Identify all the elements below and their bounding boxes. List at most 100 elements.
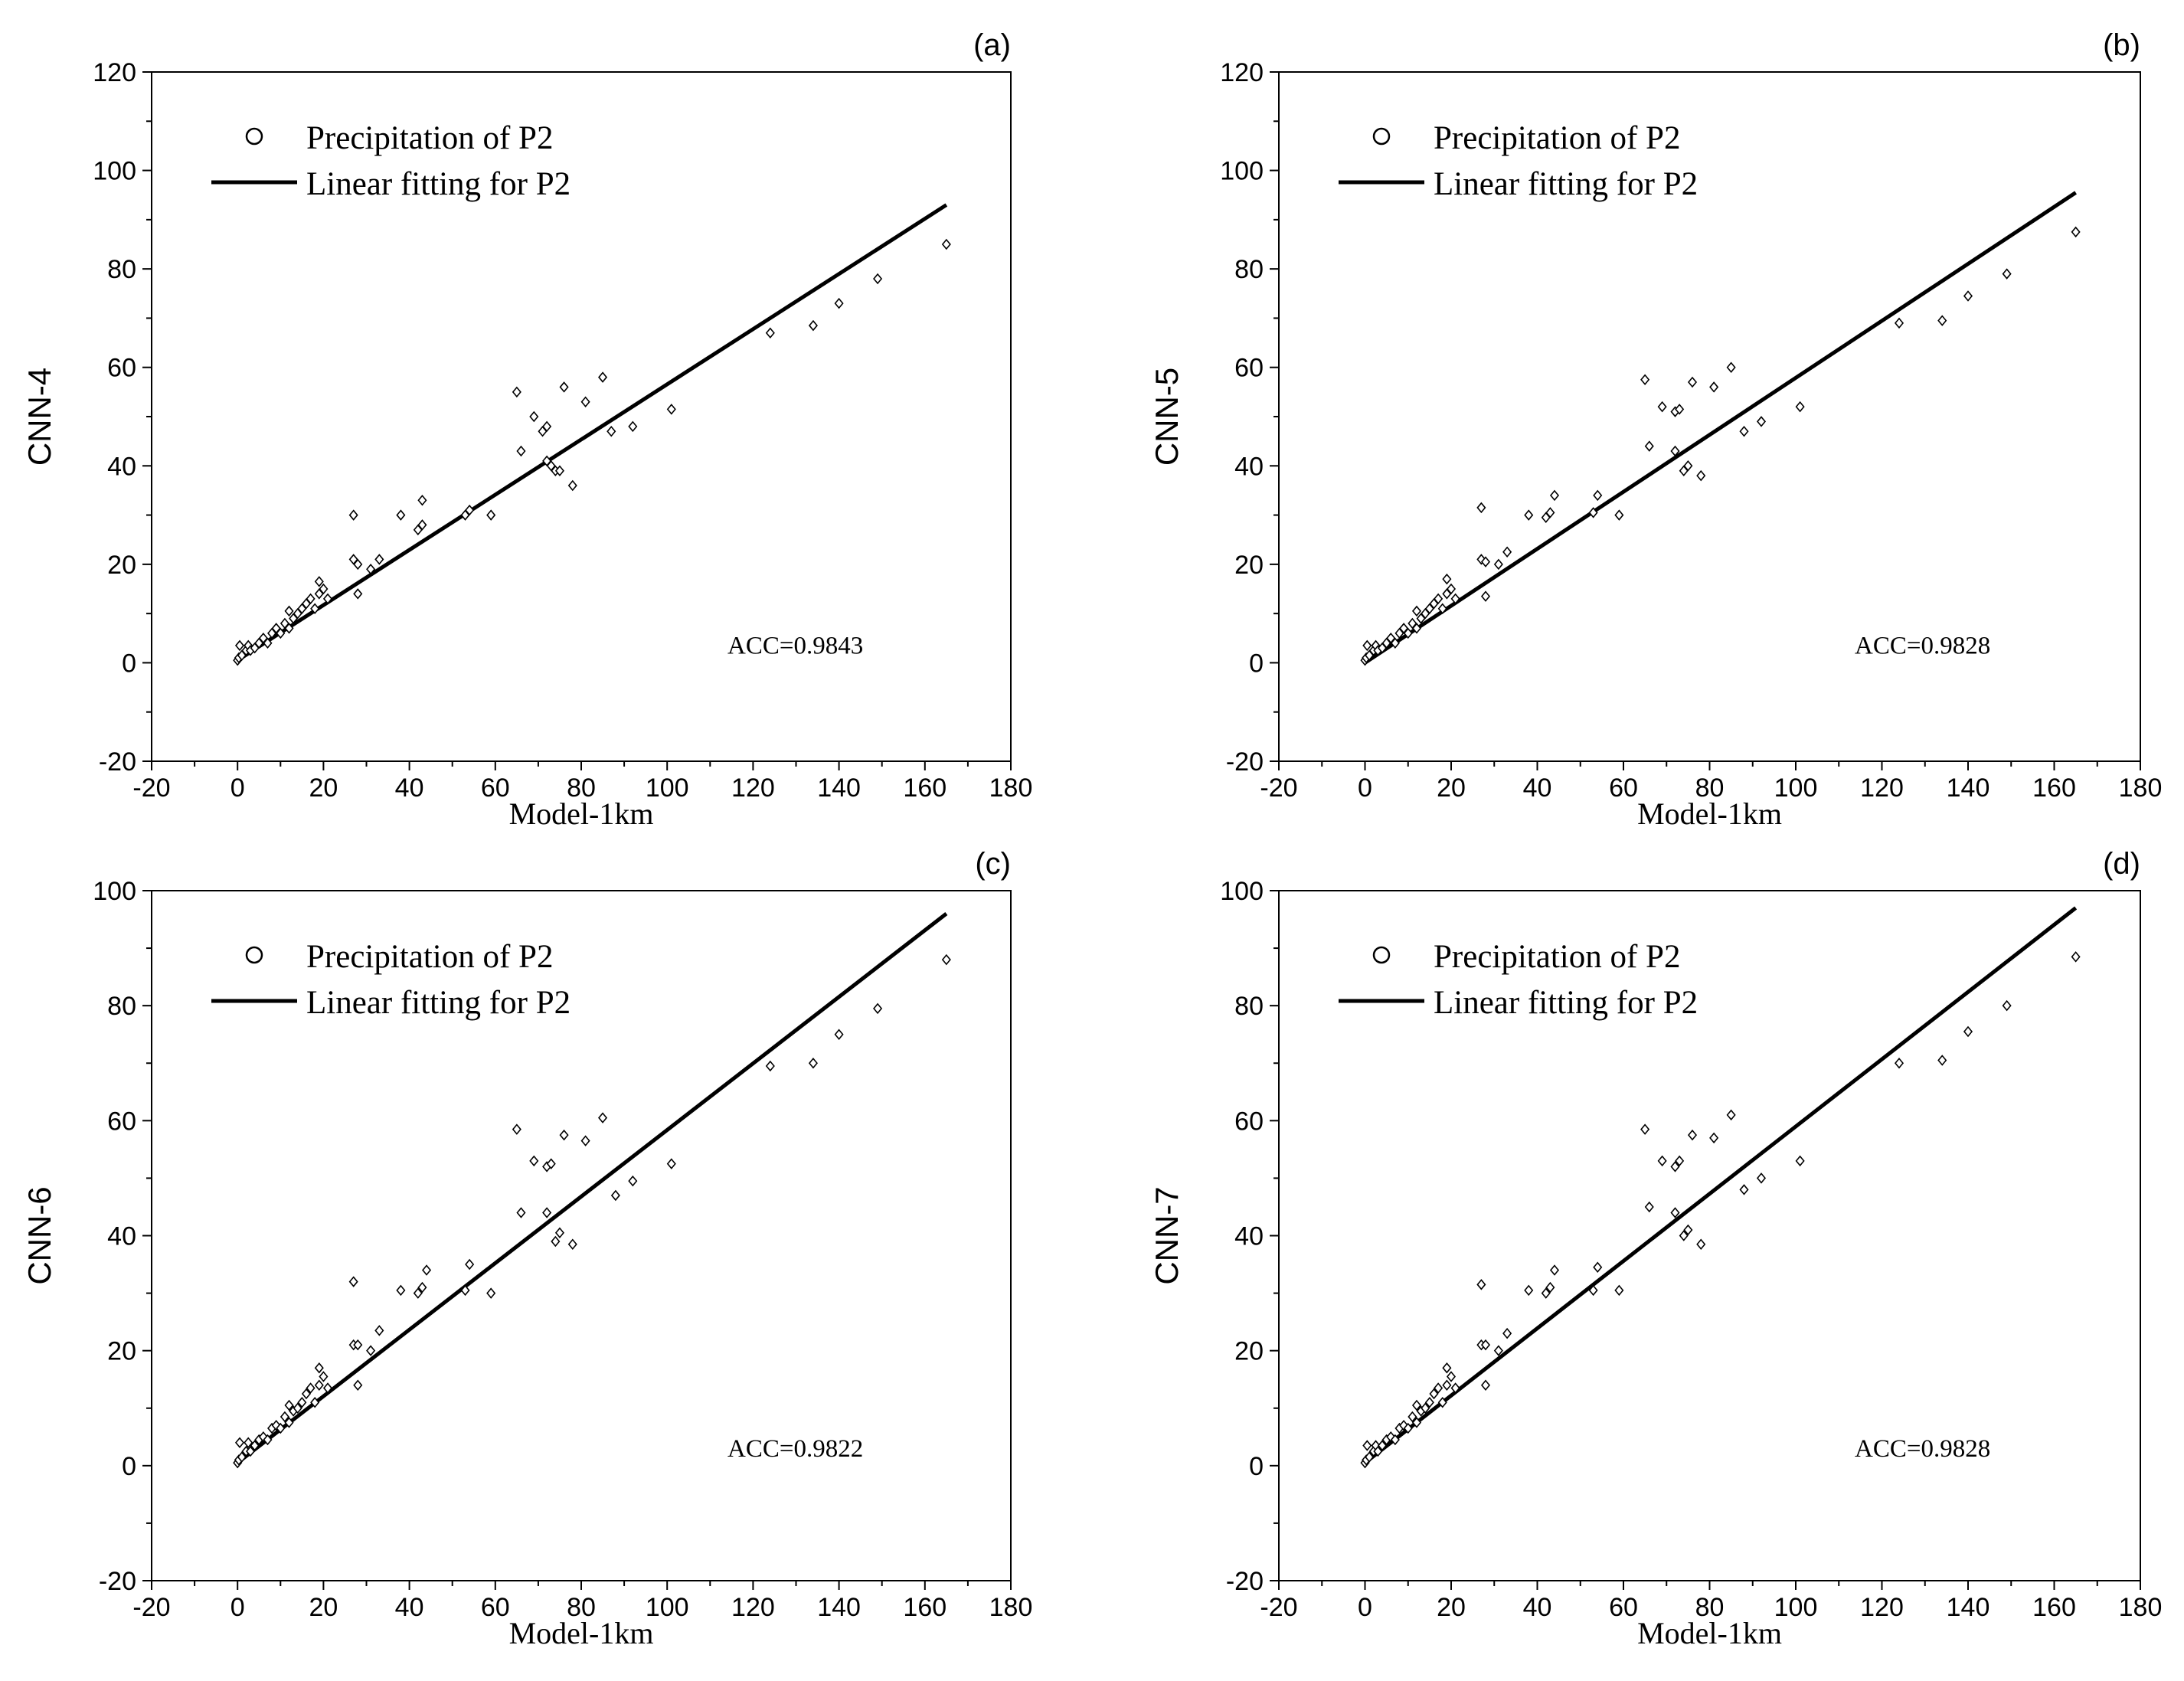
data-point bbox=[421, 1264, 432, 1276]
x-tick-label: -20 bbox=[1260, 773, 1297, 803]
data-point bbox=[1683, 460, 1693, 472]
x-tick-label: 40 bbox=[1523, 1593, 1552, 1622]
data-point bbox=[567, 479, 577, 492]
x-tick-label: 120 bbox=[731, 1593, 775, 1622]
data-point bbox=[1545, 507, 1555, 518]
data-point bbox=[366, 1345, 376, 1356]
data-point bbox=[554, 1227, 564, 1238]
y-tick-label: 60 bbox=[107, 354, 136, 383]
legend-label-line: Linear fitting for P2 bbox=[306, 985, 571, 1021]
x-tick-label: 80 bbox=[1695, 1593, 1725, 1622]
data-point bbox=[1644, 1201, 1654, 1213]
x-axis-title: Model-1km bbox=[1637, 796, 1782, 831]
x-tick-label: 120 bbox=[731, 773, 775, 803]
y-tick-label: 0 bbox=[1249, 1452, 1264, 1481]
data-point bbox=[1493, 1345, 1503, 1356]
data-point bbox=[1480, 1339, 1491, 1351]
data-point bbox=[1683, 1224, 1693, 1236]
data-point bbox=[417, 519, 427, 531]
y-tick-label: 60 bbox=[1234, 1107, 1264, 1136]
data-point bbox=[1450, 593, 1460, 605]
x-tick-label: 20 bbox=[1437, 773, 1466, 803]
data-point bbox=[529, 1155, 539, 1167]
data-point bbox=[1442, 1362, 1452, 1374]
data-point bbox=[1614, 1284, 1624, 1297]
data-point bbox=[263, 1434, 273, 1446]
data-point bbox=[1756, 1172, 1767, 1184]
x-tick-label: 140 bbox=[1947, 773, 1990, 803]
linear-fit-line bbox=[236, 203, 948, 662]
data-point bbox=[1524, 509, 1534, 521]
data-point bbox=[1670, 1161, 1680, 1172]
x-tick-label: 0 bbox=[1358, 773, 1372, 803]
plot-frame bbox=[1278, 71, 2141, 762]
data-point bbox=[1524, 1284, 1534, 1297]
data-point bbox=[1709, 381, 1719, 393]
linear-fit-line bbox=[1364, 191, 2078, 665]
y-tick-label: 60 bbox=[107, 1107, 136, 1136]
data-point bbox=[1795, 1155, 1805, 1167]
x-tick-label: 140 bbox=[1947, 1593, 1990, 1622]
legend-label-scatter: Precipitation of P2 bbox=[1434, 120, 1680, 156]
panel-3: -20 0 20 40 60 80 100 120 140 160 180 -20 0 20 40 60 80 1… bbox=[21, 847, 1032, 1650]
y-tick-label: 40 bbox=[1234, 452, 1264, 481]
data-point bbox=[1657, 1155, 1667, 1167]
data-point bbox=[873, 273, 883, 285]
data-point bbox=[1670, 445, 1680, 457]
data-point bbox=[1411, 1417, 1422, 1428]
x-tick-label: 60 bbox=[1609, 1593, 1638, 1622]
data-point bbox=[666, 404, 676, 415]
data-point bbox=[2071, 226, 2081, 238]
data-point bbox=[1476, 1279, 1486, 1290]
data-point bbox=[1421, 1402, 1430, 1414]
x-tick-label: 100 bbox=[1774, 1593, 1818, 1622]
x-tick-label: 20 bbox=[309, 1593, 338, 1622]
y-tick-label: -20 bbox=[99, 747, 136, 777]
data-point bbox=[1679, 1230, 1689, 1241]
data-point bbox=[606, 426, 616, 437]
y-tick-label: 60 bbox=[1234, 354, 1264, 383]
data-point bbox=[1480, 590, 1491, 602]
data-point bbox=[250, 1440, 260, 1451]
data-point bbox=[808, 1058, 818, 1069]
data-point bbox=[1446, 583, 1457, 595]
data-point bbox=[413, 1287, 423, 1299]
linear-fit-line bbox=[1363, 906, 2078, 1465]
data-point bbox=[2071, 951, 2081, 963]
data-point bbox=[1937, 315, 1947, 326]
data-point bbox=[244, 1437, 253, 1449]
x-tick-label: 180 bbox=[989, 773, 1033, 803]
plot-frame bbox=[151, 71, 1012, 762]
data-point bbox=[396, 1284, 406, 1297]
data-point bbox=[1442, 1379, 1452, 1391]
y-tick-label: 0 bbox=[122, 1452, 136, 1481]
data-point bbox=[580, 396, 590, 407]
y-tick-label: 40 bbox=[107, 1222, 136, 1251]
data-point bbox=[348, 509, 358, 521]
data-point bbox=[1726, 1109, 1736, 1121]
data-point bbox=[1403, 627, 1413, 639]
data-point bbox=[1390, 637, 1400, 649]
data-point bbox=[1408, 1411, 1417, 1423]
data-point bbox=[542, 420, 552, 433]
data-point bbox=[1390, 1434, 1400, 1446]
data-point bbox=[396, 509, 406, 521]
data-point bbox=[1362, 1440, 1372, 1451]
data-point bbox=[666, 1158, 676, 1169]
data-point bbox=[512, 386, 521, 398]
y-axis-title: CNN-6 bbox=[21, 1186, 57, 1284]
panel-4: -20 0 20 40 60 80 100 120 140 160 180 -20 0 20 40 60 80 1… bbox=[1149, 847, 2162, 1650]
x-tick-label: 20 bbox=[309, 773, 338, 803]
x-tick-label: 140 bbox=[817, 1593, 861, 1622]
data-point bbox=[1411, 605, 1422, 617]
data-point bbox=[1593, 489, 1603, 502]
data-point bbox=[529, 410, 539, 423]
x-tick-label: 40 bbox=[395, 773, 424, 803]
data-point bbox=[1739, 1184, 1749, 1195]
y-tick-label: 20 bbox=[107, 1337, 136, 1366]
y-tick-label: 80 bbox=[1234, 992, 1264, 1021]
x-axis-title: Model-1km bbox=[509, 796, 654, 831]
y-tick-label: -20 bbox=[1226, 1567, 1264, 1596]
data-point bbox=[1403, 1422, 1413, 1434]
y-tick-label: 100 bbox=[93, 157, 136, 186]
